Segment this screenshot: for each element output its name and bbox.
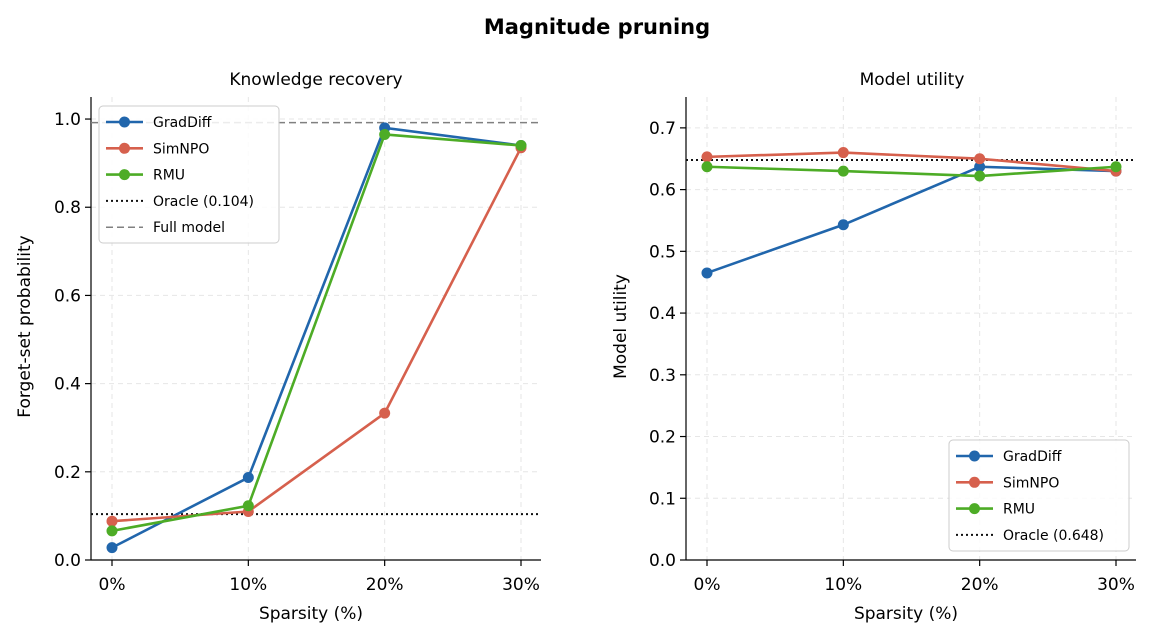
legend: GradDiff SimNPO RMU Oracle (0.104) Full mode…: [98, 105, 280, 244]
data-point-graddiff: [242, 472, 254, 484]
data-point-simnpo: [701, 151, 713, 163]
y-axis-label: Forget-set probability: [15, 235, 35, 417]
legend-label: SimNPO: [1003, 475, 1059, 491]
figure-title: Magnitude pruning: [484, 15, 710, 39]
data-point-simnpo: [379, 407, 391, 419]
panel-title: Model utility: [860, 70, 965, 90]
y-tick-label: 0.2: [649, 428, 676, 448]
legend-label: GradDiff: [1003, 449, 1062, 465]
panel-knowledge-recovery: 0.0 0.2 0.4 0.6 0.8 1.0 0% 10% 20% 30% Knowledge r…: [15, 70, 541, 624]
legend-label: Oracle (0.104): [153, 194, 254, 210]
x-tick-label: 10%: [229, 575, 267, 595]
data-point-rmu: [379, 128, 391, 140]
data-point-simnpo: [106, 515, 118, 527]
legend-box: [98, 105, 280, 244]
y-tick-label: 0.6: [54, 286, 81, 306]
panel-title: Knowledge recovery: [229, 70, 402, 90]
legend-marker-graddiff: [119, 116, 130, 128]
legend: GradDiff SimNPO RMU Oracle (0.648): [948, 439, 1130, 552]
data-point-graddiff: [106, 542, 118, 554]
x-axis-label: Sparsity (%): [854, 604, 958, 624]
data-point-rmu: [106, 525, 118, 537]
data-point-rmu: [701, 161, 713, 173]
y-axis-label: Model utility: [611, 274, 631, 379]
y-tick-label: 0.3: [649, 366, 676, 386]
series-line-graddiff: [111, 126, 522, 549]
series-line-rmu: [706, 165, 1117, 178]
legend-box: [948, 439, 1130, 552]
data-point-simnpo: [974, 153, 986, 165]
data-point-rmu: [837, 165, 849, 177]
data-point-simnpo: [837, 147, 849, 159]
data-point-rmu: [242, 500, 254, 512]
y-tick-label: 0.0: [649, 551, 676, 571]
y-tick-label: 1.0: [54, 110, 81, 130]
legend-marker-rmu: [969, 503, 980, 515]
legend-marker-simnpo: [969, 476, 980, 488]
x-tick-label: 20%: [961, 575, 999, 595]
y-tick-label: 0.1: [649, 489, 676, 509]
series-line-rmu: [111, 133, 522, 533]
series-line-graddiff: [706, 165, 1117, 275]
y-tick-label: 0.2: [54, 463, 81, 483]
x-tick-label: 30%: [1097, 575, 1135, 595]
x-tick-label: 0%: [99, 575, 126, 595]
x-tick-label: 10%: [824, 575, 862, 595]
legend-marker-graddiff: [969, 450, 980, 462]
data-point-rmu: [515, 140, 527, 152]
legend-label: Full model: [153, 220, 225, 236]
legend-label: Oracle (0.648): [1003, 528, 1104, 544]
y-tick-label: 0.4: [649, 304, 676, 324]
x-tick-label: 0%: [694, 575, 721, 595]
legend-label: GradDiff: [153, 115, 212, 131]
panel-model-utility: 0.0 0.1 0.2 0.3 0.4 0.5 0.6 0.7 0% 10% 20% 30% Model…: [611, 70, 1136, 624]
legend-marker-simnpo: [119, 142, 130, 154]
series-line-simnpo: [706, 151, 1117, 173]
data-point-graddiff: [837, 219, 849, 231]
data-point-graddiff: [701, 267, 713, 279]
legend-marker-rmu: [119, 169, 130, 181]
x-tick-label: 20%: [366, 575, 404, 595]
legend-label: RMU: [1003, 502, 1035, 518]
y-tick-label: 0.7: [649, 119, 676, 139]
series-line-simnpo: [111, 147, 523, 523]
data-point-graddiff: [974, 161, 986, 173]
y-tick-label: 0.6: [649, 181, 676, 201]
x-axis-label: Sparsity (%): [259, 604, 363, 624]
data-point-rmu: [974, 170, 986, 182]
y-tick-label: 0.8: [54, 198, 81, 218]
data-point-rmu: [1110, 161, 1122, 173]
y-tick-label: 0.4: [54, 375, 81, 395]
y-tick-label: 0.5: [649, 242, 676, 262]
x-tick-label: 30%: [502, 575, 540, 595]
legend-label: SimNPO: [153, 141, 209, 157]
legend-label: RMU: [153, 168, 185, 184]
y-tick-label: 0.0: [54, 551, 81, 571]
